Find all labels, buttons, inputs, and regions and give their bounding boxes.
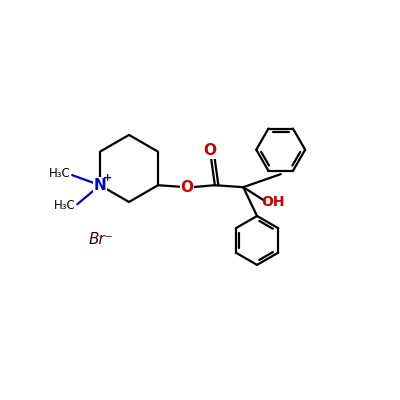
Text: +: +	[102, 173, 112, 183]
Text: H₃C: H₃C	[48, 167, 70, 180]
Text: Br⁻: Br⁻	[89, 232, 114, 247]
Text: O: O	[180, 180, 193, 195]
Text: OH: OH	[261, 195, 284, 209]
Text: H₃C: H₃C	[54, 199, 75, 212]
Text: N: N	[94, 178, 106, 193]
Text: O: O	[204, 143, 217, 158]
